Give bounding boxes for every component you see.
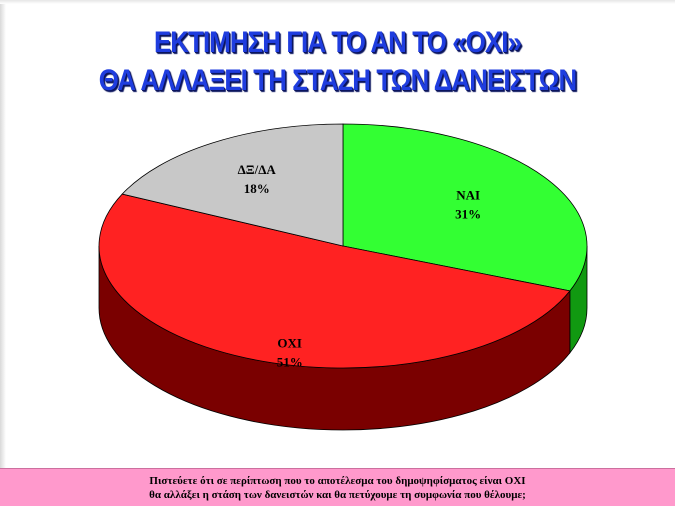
chart-title-line-1: ΕΚΤΙΜΗΣΗ ΓΙΑ ΤΟ ΑΝ ΤΟ «ΟΧΙ» (153, 26, 522, 59)
pie-slice-2 (121, 123, 344, 247)
slide-left-edge (0, 0, 6, 468)
pie-slice-0 (342, 123, 588, 292)
chart-title-line-2: ΘΑ ΑΛΛΑΞΕΙ ΤΗ ΣΤΑΣΗ ΤΩΝ ΔΑΝΕΙΣΤΩΝ (98, 64, 577, 97)
caption-bar (0, 468, 675, 506)
pie-labels: ΝΑΙ 31% ΟΧΙ 51% ΔΞ/ΔΑ 18% (238, 162, 481, 370)
pie-value-label-2: 18% (244, 181, 270, 196)
pie-value-label-0: 31% (455, 206, 481, 221)
pie-label-1: ΟΧΙ (277, 336, 302, 351)
pie-label-2: ΔΞ/ΔΑ (238, 162, 277, 177)
pie-label-0: ΝΑΙ (456, 187, 480, 202)
pie-slice-1 (98, 193, 571, 369)
caption-question-line-1: Πιστεύετε ότι σε περίπτωση που το αποτέλ… (149, 475, 526, 487)
pie-chart: ΝΑΙ 31% ΟΧΙ 51% ΔΞ/ΔΑ 18% (98, 123, 588, 431)
caption-question-line-2: θα αλλάξει η στάση των δανειστών και θα … (149, 489, 526, 501)
slide-top-edge (0, 0, 675, 4)
pie-value-label-1: 51% (277, 355, 303, 370)
pie-tops (98, 123, 588, 369)
